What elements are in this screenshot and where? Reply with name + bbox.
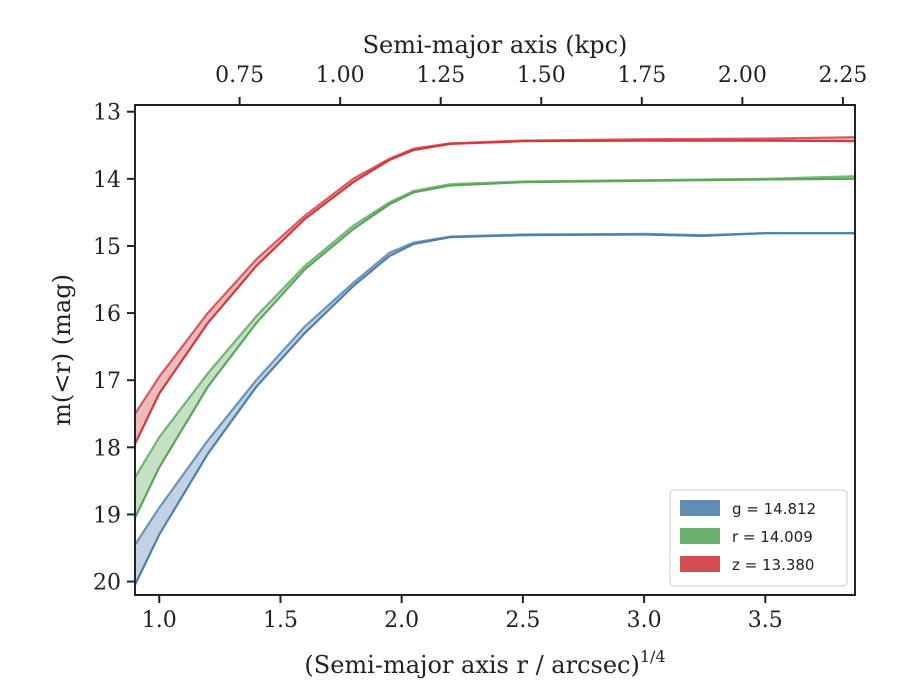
y-tick-label: 15 (93, 235, 121, 260)
top-x-tick-label: 1.75 (617, 63, 666, 88)
y-tick-label: 19 (93, 503, 121, 528)
series-layer (134, 136, 856, 586)
legend-label-r: r = 14.009 (732, 528, 813, 546)
y-tick-label: 18 (93, 436, 121, 461)
top-x-tick-label: 1.00 (316, 63, 365, 88)
x-tick-label: 1.0 (142, 608, 177, 633)
top-x-tick-label: 2.00 (718, 63, 767, 88)
y-tick-label: 13 (93, 101, 121, 126)
series-line-lower-z (134, 139, 856, 445)
x-tick-label: 3.0 (627, 608, 662, 633)
x-tick-label: 3.5 (748, 608, 783, 633)
x-tick-label: 2.0 (384, 608, 419, 633)
axes-layer: 1.0 1.5 2.0 2.5 3.0 3.5 13 14 15 16 17 18 19 20 0.75 1.… (93, 63, 867, 633)
y-axis-title: m(<r) (mag) (48, 274, 76, 426)
legend-label-g: g = 14.812 (732, 500, 816, 518)
plot-frame (134, 104, 856, 596)
top-x-tick-label: 1.50 (517, 63, 566, 88)
y-tick-label: 14 (93, 168, 121, 193)
x-axis-title-exponent: 1/4 (640, 647, 666, 666)
legend-swatch-r (680, 528, 720, 544)
x-tick-label: 2.5 (505, 608, 540, 633)
y-tick-label: 20 (93, 571, 121, 596)
y-tick-label: 17 (93, 369, 121, 394)
x-axis-title-text: (Semi-major axis r / arcsec) (304, 651, 639, 679)
top-x-tick-label: 0.75 (215, 63, 264, 88)
legend-swatch-g (680, 500, 720, 516)
series-line-upper-r (134, 175, 856, 479)
series-line-lower-r (134, 177, 856, 519)
series-band-g (135, 233, 855, 585)
legend-label-z: z = 13.380 (732, 556, 814, 574)
top-x-tick-label: 2.25 (818, 63, 867, 88)
y-tick-label: 16 (93, 302, 121, 327)
x-tick-label: 1.5 (263, 608, 298, 633)
x-axis-title: (Semi-major axis r / arcsec)1/4 (304, 647, 665, 679)
series-line-lower-g (134, 232, 855, 586)
series-band-r (135, 176, 855, 518)
legend-swatch-z (680, 556, 720, 572)
legend: g = 14.812 r = 14.009 z = 13.380 (669, 489, 848, 587)
series-line-upper-z (134, 136, 856, 415)
top-x-axis-title: Semi-major axis (kpc) (363, 31, 628, 59)
top-x-tick-label: 1.25 (416, 63, 465, 88)
